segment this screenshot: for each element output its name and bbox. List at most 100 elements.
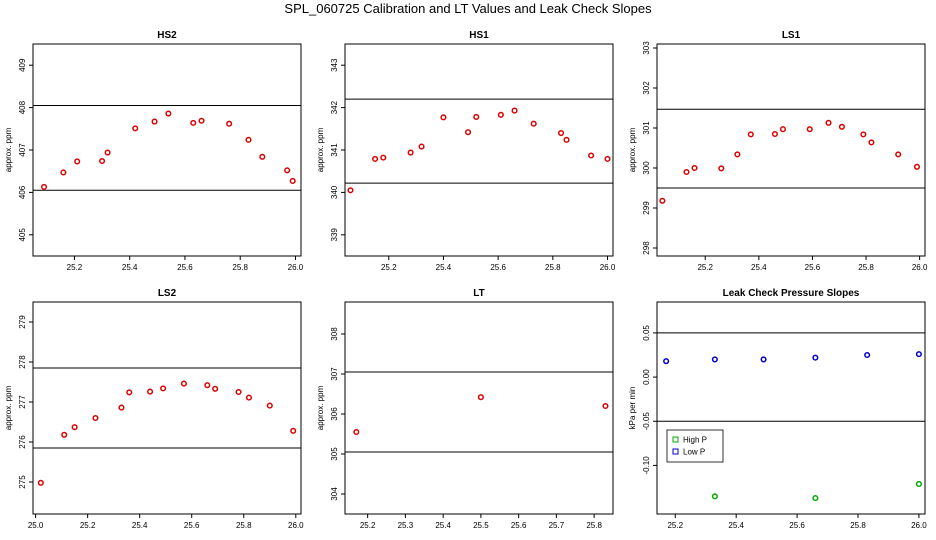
data-point	[868, 139, 875, 146]
plot-frame	[344, 43, 614, 257]
plot-frame	[656, 301, 926, 515]
data-point	[418, 143, 425, 150]
y-axis-label: approx. ppm	[316, 127, 325, 172]
y-tick-label: 277	[18, 395, 27, 409]
data-point	[812, 354, 819, 361]
x-tick-label: 25.6	[789, 521, 805, 530]
y-tick-label: 278	[18, 355, 27, 369]
data-point	[806, 126, 813, 133]
data-point	[71, 424, 78, 431]
x-tick-label: 25.8	[236, 521, 252, 530]
x-tick-label: 25.4	[728, 521, 744, 530]
data-point	[860, 131, 867, 138]
y-tick-label: 303	[642, 41, 651, 55]
data-point	[151, 118, 158, 125]
panel-title: LS1	[782, 30, 801, 41]
y-tick-label: 275	[18, 475, 27, 489]
y-tick-label: 0.05	[642, 325, 651, 341]
data-point	[284, 167, 291, 174]
data-point	[913, 163, 921, 170]
y-tick-label: 407	[18, 143, 27, 157]
data-point	[511, 107, 518, 114]
data-point	[895, 151, 902, 158]
y-tick-label: 304	[330, 487, 339, 501]
data-point	[760, 356, 767, 363]
legend-marker	[672, 436, 679, 443]
data-point	[557, 129, 565, 137]
data-point	[734, 151, 741, 158]
plot-frame	[344, 301, 614, 515]
data-point	[380, 154, 387, 161]
x-tick-label: 26.0	[911, 521, 927, 530]
data-point	[718, 165, 725, 172]
data-point	[771, 130, 778, 138]
data-point	[245, 136, 252, 143]
y-tick-label: 307	[330, 367, 339, 381]
data-point	[747, 131, 754, 138]
y-axis-label: approx. ppm	[4, 127, 13, 172]
data-point	[126, 389, 133, 396]
panel-title: LT	[473, 288, 484, 299]
data-point	[118, 404, 125, 411]
data-point	[838, 123, 845, 130]
data-point	[683, 168, 690, 176]
data-point	[353, 428, 360, 436]
plot-frame	[656, 43, 926, 257]
x-tick-label: 25.6	[490, 263, 506, 272]
data-point	[812, 495, 819, 502]
y-axis-label: approx. ppm	[4, 385, 13, 430]
y-tick-label: 302	[642, 81, 651, 95]
x-tick-label: 25.2	[360, 521, 376, 530]
y-tick-label: 408	[18, 100, 27, 114]
data-point	[779, 126, 787, 133]
legend-marker	[672, 448, 679, 455]
y-tick-label: 405	[18, 228, 27, 242]
data-point	[99, 157, 106, 165]
y-tick-label: 306	[330, 407, 339, 421]
x-tick-label: 25.5	[473, 521, 489, 530]
data-point	[226, 120, 233, 127]
y-tick-label: 276	[18, 435, 27, 449]
data-point	[104, 149, 111, 156]
data-point	[61, 431, 68, 438]
data-point	[289, 177, 296, 185]
data-point	[235, 388, 242, 396]
panel-lt: LT 25.2 25.3 25.4 25.5 25.6 25.7 25.8 304 305 306 3…	[316, 288, 614, 530]
data-point	[663, 358, 670, 365]
data-point	[147, 388, 154, 395]
x-tick-label: 25.6	[177, 263, 193, 272]
data-point	[165, 110, 172, 117]
panel-title: Leak Check Pressure Slopes	[723, 288, 860, 299]
data-point	[132, 125, 139, 132]
data-point	[160, 385, 167, 392]
data-point	[530, 120, 537, 127]
panel-hs1: HS1 25.2 25.4 25.6 25.8 26.0 339 340 341 342 343 ap…	[316, 30, 616, 272]
x-tick-label: 25.8	[850, 521, 866, 530]
panel-title: HS1	[469, 30, 489, 41]
data-point	[497, 111, 504, 118]
y-tick-label: 301	[642, 121, 651, 135]
y-axis-label: approx. ppm	[316, 385, 325, 430]
data-point	[198, 117, 205, 124]
x-tick-label: 25.3	[398, 521, 414, 530]
data-point	[37, 479, 44, 486]
data-point	[691, 164, 698, 172]
x-tick-label: 26.0	[288, 521, 304, 530]
x-tick-label: 26.0	[600, 263, 616, 272]
x-tick-label: 25.8	[586, 521, 602, 530]
plot-frame	[32, 301, 302, 515]
x-tick-label: 25.6	[805, 263, 821, 272]
data-point	[915, 480, 922, 488]
x-tick-label: 25.4	[122, 263, 138, 272]
x-tick-label: 25.6	[184, 521, 200, 530]
data-point	[477, 394, 484, 401]
data-point	[659, 197, 666, 204]
y-tick-label: 342	[330, 100, 339, 114]
data-point	[259, 153, 266, 160]
data-point	[604, 155, 611, 162]
x-tick-label: 25.2	[667, 521, 683, 530]
panel-leak-check-pressure-slopes: Leak Check Pressure Slopes 25.2 25.4 25.6 25…	[628, 288, 927, 530]
y-tick-label: -0.10	[642, 456, 651, 475]
x-tick-label: 25.2	[381, 263, 397, 272]
